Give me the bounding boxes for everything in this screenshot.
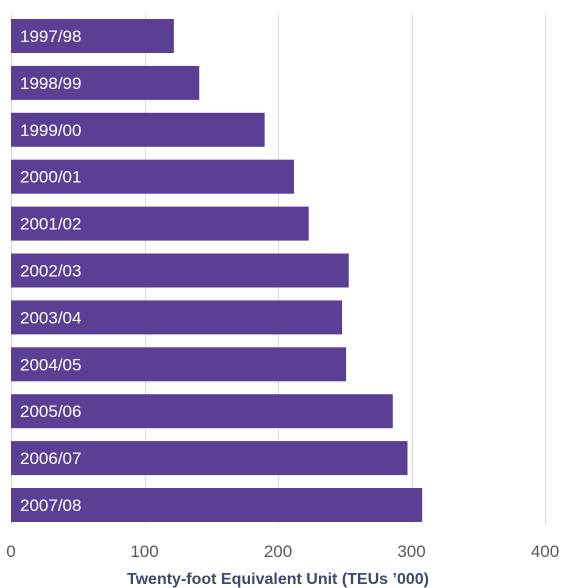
bar-2005-06 — [11, 394, 393, 429]
bar-category-label: 2005/06 — [20, 402, 81, 421]
bar-category-label: 1998/99 — [20, 74, 81, 93]
bar-1997-98 — [11, 19, 174, 53]
bar-category-label: 2001/02 — [20, 215, 81, 234]
x-axis-title: Twenty-foot Equivalent Unit (TEUs ’000) — [127, 571, 429, 588]
x-tick-label: 300 — [397, 542, 425, 561]
bar-2007-08 — [11, 488, 423, 522]
bar-2002-03 — [11, 253, 349, 288]
bar-2006-07 — [11, 441, 408, 476]
x-tick-label: 0 — [6, 542, 15, 561]
bar-2000-01 — [11, 159, 295, 194]
x-tick-label: 100 — [130, 542, 158, 561]
bar-category-label: 2007/08 — [20, 496, 81, 515]
x-tick-label: 400 — [531, 542, 559, 561]
bar-category-label: 2000/01 — [20, 168, 81, 187]
bar-category-label: 2003/04 — [20, 308, 81, 327]
bar-2004-05 — [11, 347, 347, 382]
bars: 1997/98 1998/99 1999/00 2000/01 2001/02 2002/… — [11, 19, 423, 522]
bar-category-label: 2006/07 — [20, 449, 81, 468]
bar-2001-02 — [11, 206, 309, 241]
x-axis-ticks: 0 100 200 300 400 — [6, 542, 559, 561]
x-tick-label: 200 — [264, 542, 292, 561]
bar-category-label: 1999/00 — [20, 121, 81, 140]
bar-1999-00 — [11, 112, 265, 147]
bar-category-label: 2004/05 — [20, 355, 81, 374]
bar-1998-99 — [11, 65, 200, 100]
bar-category-label: 2002/03 — [20, 262, 81, 281]
bar-category-label: 1997/98 — [20, 27, 81, 46]
bar-2003-04 — [11, 300, 343, 335]
